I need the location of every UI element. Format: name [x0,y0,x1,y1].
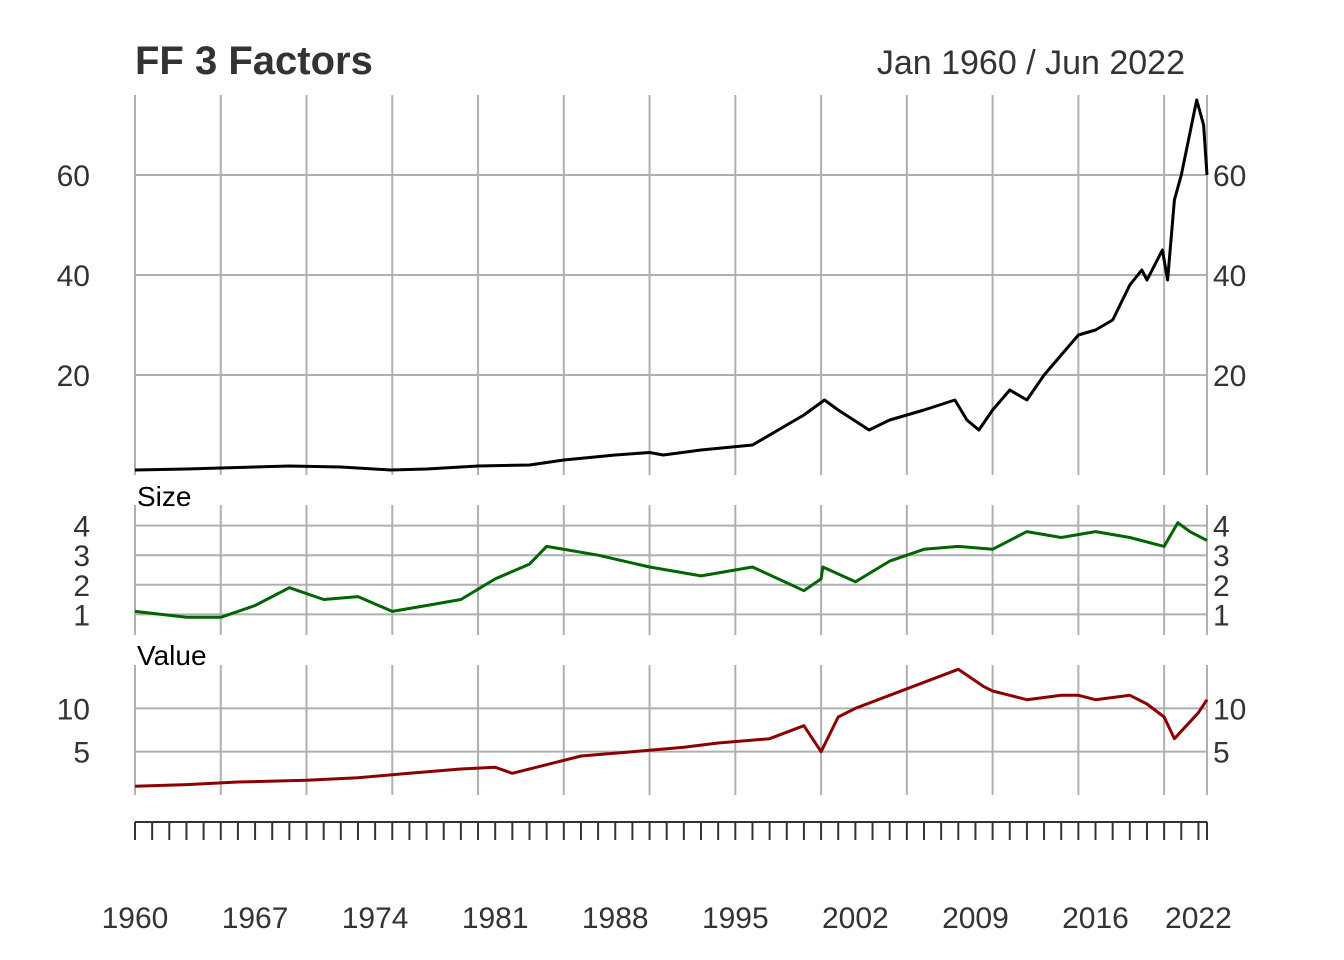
x-tick-label-1960: 1960 [102,902,169,935]
x-axis-ticks [134,821,1208,840]
x-tick-label-2009: 2009 [942,902,1009,935]
y-tick-left-size-4: 4 [73,511,90,544]
series-layer [134,98,1209,788]
y-tick-right-size-2: 2 [1213,570,1230,603]
x-tick-label-1974: 1974 [342,902,409,935]
series-line-size [134,521,1208,619]
series-line-main [134,98,1209,472]
y-tick-right-value-5: 5 [1213,737,1230,770]
x-tick-label-1988: 1988 [582,902,649,935]
y-tick-left-size-3: 3 [73,540,90,573]
grid-layer [134,95,1208,795]
y-tick-right-main-60: 60 [1213,160,1246,193]
size-panel-label: Size [137,481,191,512]
value-panel-label: Value [137,640,207,671]
y-tick-right-main-40: 40 [1213,260,1246,293]
x-tick-label-2016: 2016 [1062,902,1129,935]
x-tick-label-2002: 2002 [822,902,889,935]
y-tick-left-value-10: 10 [57,693,90,726]
y-tick-left-size-2: 2 [73,570,90,603]
y-tick-left-main-60: 60 [57,160,90,193]
date-range-label: Jan 1960 / Jun 2022 [877,44,1185,82]
x-tick-label-1995: 1995 [702,902,769,935]
y-tick-right-size-3: 3 [1213,540,1230,573]
y-tick-left-main-20: 20 [57,360,90,393]
y-tick-left-size-1: 1 [73,599,90,632]
x-tick-label-1981: 1981 [462,902,529,935]
y-tick-right-size-1: 1 [1213,599,1230,632]
x-tick-label-2022: 2022 [1165,902,1232,935]
y-tick-right-main-20: 20 [1213,360,1246,393]
y-tick-left-main-40: 40 [57,260,90,293]
y-tick-left-value-5: 5 [73,737,90,770]
chart-title: FF 3 Factors [135,39,373,83]
y-tick-right-value-10: 10 [1213,693,1246,726]
x-tick-label-1967: 1967 [222,902,289,935]
y-tick-right-size-4: 4 [1213,511,1230,544]
series-line-value [134,667,1209,788]
